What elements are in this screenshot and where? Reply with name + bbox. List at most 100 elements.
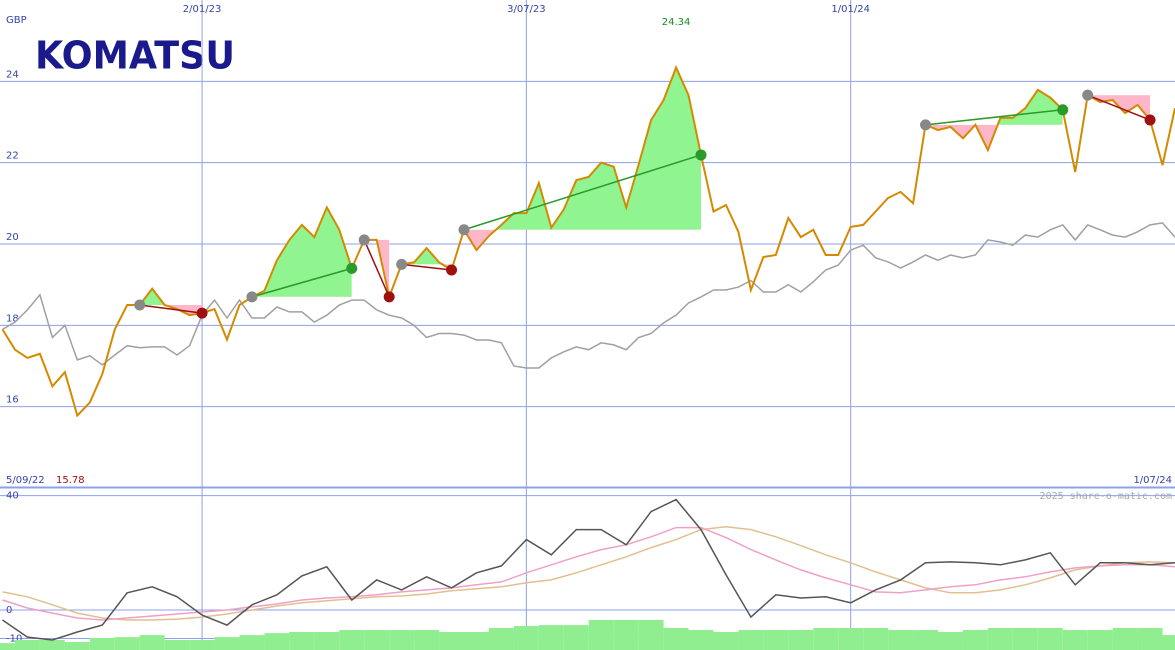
volume-bar <box>439 631 465 650</box>
volume-bar <box>1162 635 1175 650</box>
volume-bar <box>938 631 963 650</box>
trade-close <box>383 291 395 303</box>
price-line <box>2 222 1175 369</box>
loss-area <box>464 229 701 251</box>
high-label: 24.34 <box>662 17 691 28</box>
x-tick-label: 1/01/24 <box>831 4 870 15</box>
volume-bar <box>64 641 90 650</box>
volume-bar <box>189 639 215 650</box>
trade-line <box>251 267 352 298</box>
loss-area <box>925 124 1063 151</box>
volume-bar <box>813 627 839 650</box>
y-tick-label: 20 <box>6 232 19 243</box>
volume-bar <box>513 625 539 650</box>
trade-line <box>925 109 1063 126</box>
logo: KOMATSU <box>35 34 235 78</box>
volume-bar <box>14 639 40 650</box>
volume-bar <box>663 627 689 650</box>
volume-bar <box>713 631 739 650</box>
trade-line <box>401 263 452 271</box>
gain-area <box>252 207 352 297</box>
trade-close <box>1057 104 1069 116</box>
trade-open <box>920 119 932 131</box>
volume-bar <box>1112 627 1138 650</box>
x-tick-label: 2/01/23 <box>183 4 222 15</box>
y-tick-label: 16 <box>6 395 19 406</box>
y-tick-label: 0 <box>6 605 12 616</box>
trade-close <box>346 262 358 274</box>
volume-bar <box>563 625 589 650</box>
volume-bar <box>738 629 764 650</box>
trade-line <box>363 239 390 298</box>
price-line <box>2 526 1175 621</box>
volume-bar <box>1062 629 1088 650</box>
volume-bar <box>89 637 115 650</box>
trade-line <box>139 304 203 314</box>
end-date: 1/07/24 <box>1133 475 1172 486</box>
low-label: 15.78 <box>56 475 85 486</box>
y-tick-label: 22 <box>6 151 19 162</box>
start-date: 5/09/22 <box>6 475 45 486</box>
trade-open <box>246 291 258 303</box>
volume-bar <box>214 637 240 650</box>
volume-bar <box>1137 627 1163 650</box>
loss-area <box>364 239 390 297</box>
trade-close <box>1144 114 1156 126</box>
y-tick-label: -10 <box>6 634 22 645</box>
y-tick-label: 40 <box>6 491 19 502</box>
volume-bar <box>464 631 489 650</box>
x-tick-label: 3/07/23 <box>507 4 546 15</box>
volume-bar <box>389 629 415 650</box>
price-line <box>2 498 1175 641</box>
volume-bar <box>164 639 190 650</box>
volume-bar <box>364 629 390 650</box>
volume-bar <box>1037 627 1063 650</box>
volume-bar <box>1087 629 1113 650</box>
y-axis-label: GBP <box>6 15 27 26</box>
volume-bar <box>139 635 165 650</box>
volume-bar <box>613 619 639 650</box>
volume-bar <box>538 625 564 650</box>
y-tick-label: 24 <box>6 69 19 80</box>
volume-bar <box>688 629 714 650</box>
volume-bar <box>888 629 914 650</box>
volume-bar <box>913 629 939 650</box>
trade-close <box>446 264 458 276</box>
volume-bar <box>39 639 65 650</box>
volume-bar <box>414 629 440 650</box>
trade-open <box>1082 89 1094 101</box>
gain-area <box>464 67 701 230</box>
volume-bar <box>863 627 889 650</box>
watermark: 2025 share-o-matic.com <box>1040 491 1172 502</box>
trade-line <box>463 154 702 231</box>
volume-bar <box>488 627 514 650</box>
y-tick-label: 18 <box>6 313 19 324</box>
volume-bar <box>987 627 1013 650</box>
trade-open <box>358 234 370 246</box>
volume-bar <box>838 627 864 650</box>
volume-bar <box>763 629 789 650</box>
trade-open <box>396 258 408 270</box>
trade-open <box>134 299 146 311</box>
trade-close <box>695 149 707 161</box>
gain-area <box>925 89 1063 125</box>
volume-bar <box>638 619 664 650</box>
volume-bar <box>0 643 15 650</box>
volume-bar <box>239 635 265 650</box>
volume-bar <box>962 629 988 650</box>
volume-bar <box>1012 627 1038 650</box>
trade-close <box>196 307 208 319</box>
volume-bar <box>588 619 614 650</box>
gain-area <box>401 248 452 265</box>
volume-bar <box>788 629 814 650</box>
volume-bar <box>314 631 340 650</box>
volume-bar <box>289 631 315 650</box>
volume-bar <box>264 633 290 650</box>
price-line <box>2 525 1175 621</box>
volume-bar <box>114 637 140 650</box>
trade-open <box>458 224 470 236</box>
trade-line <box>1087 94 1151 121</box>
volume-bar <box>339 629 365 650</box>
loss-area <box>401 264 452 270</box>
